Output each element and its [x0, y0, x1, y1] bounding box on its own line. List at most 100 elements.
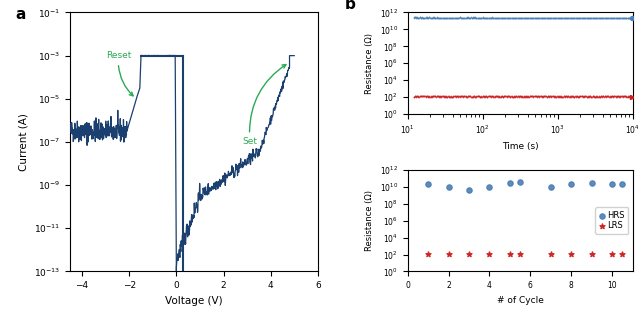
- Point: [459, 94, 469, 99]
- Point: [606, 16, 617, 21]
- Point: [457, 94, 467, 99]
- Point: [481, 15, 491, 20]
- Point: [594, 94, 604, 99]
- Point: [496, 15, 506, 20]
- Point: [493, 15, 503, 20]
- Point: [610, 94, 620, 99]
- Point: [454, 94, 465, 99]
- Point: [532, 15, 542, 20]
- Point: [502, 94, 512, 99]
- Point: [537, 15, 547, 20]
- Point: [511, 16, 521, 21]
- Point: [418, 94, 428, 99]
- Point: [512, 16, 523, 21]
- Point: [509, 15, 520, 20]
- Point: [619, 16, 629, 21]
- Point: [491, 94, 502, 99]
- Point: [522, 94, 532, 99]
- Point: [551, 16, 561, 21]
- Point: [548, 94, 558, 99]
- Point: [412, 15, 422, 20]
- Point: [449, 94, 459, 99]
- Point: [476, 15, 486, 20]
- Point: [484, 94, 494, 99]
- Point: [488, 15, 498, 20]
- Point: [578, 16, 588, 21]
- Point: [430, 15, 440, 20]
- Point: [524, 94, 534, 99]
- Point: [548, 94, 558, 99]
- Point: [572, 16, 582, 21]
- Point: [591, 16, 601, 21]
- Point: [525, 94, 535, 99]
- Point: [555, 16, 566, 21]
- Point: [580, 94, 590, 99]
- Point: [415, 15, 425, 20]
- Point: [433, 15, 443, 20]
- Point: [494, 15, 504, 20]
- Point: [553, 94, 563, 99]
- Point: [623, 94, 633, 99]
- Point: [435, 15, 445, 20]
- Point: [548, 15, 558, 20]
- Point: [436, 94, 446, 99]
- Point: [411, 15, 421, 20]
- Point: [619, 16, 629, 21]
- Point: [442, 15, 452, 20]
- Point: [548, 16, 558, 21]
- Point: [444, 94, 454, 99]
- Point: [493, 94, 504, 99]
- Point: [465, 94, 475, 99]
- Point: [623, 16, 633, 21]
- Point: [571, 94, 581, 99]
- Point: [471, 15, 481, 20]
- Point: [553, 15, 564, 20]
- Point: [587, 16, 597, 21]
- Point: [526, 94, 536, 99]
- Point: [625, 94, 635, 99]
- Point: [516, 94, 527, 99]
- Point: [619, 94, 629, 99]
- Point: [567, 94, 578, 99]
- Point: [532, 94, 543, 99]
- Point: [528, 94, 538, 99]
- Point: [461, 15, 471, 20]
- Point: [503, 94, 513, 99]
- Point: [624, 94, 635, 99]
- Point: [456, 94, 466, 99]
- Point: [531, 94, 541, 99]
- Point: [621, 16, 631, 21]
- Point: [420, 15, 430, 20]
- Point: [576, 94, 586, 99]
- Point: [530, 16, 540, 21]
- Point: [590, 16, 601, 21]
- Point: [597, 16, 608, 21]
- Point: [529, 16, 539, 21]
- Point: [419, 16, 429, 21]
- Point: [581, 16, 592, 21]
- Point: [491, 15, 502, 20]
- Point: [449, 15, 459, 20]
- Point: [611, 94, 621, 99]
- Point: [557, 94, 567, 99]
- Point: [516, 15, 526, 20]
- Point: [438, 15, 448, 20]
- Point: [441, 94, 451, 99]
- Point: [528, 15, 539, 20]
- Point: [595, 16, 605, 21]
- Point: [600, 94, 610, 99]
- Point: [485, 16, 495, 21]
- Point: [533, 15, 543, 20]
- Point: [626, 94, 636, 99]
- Point: [418, 15, 428, 20]
- Point: [612, 16, 622, 21]
- Point: [596, 16, 606, 21]
- Point: [485, 94, 495, 99]
- Point: [605, 94, 615, 99]
- Point: [612, 94, 622, 99]
- Point: [489, 15, 499, 20]
- Point: [544, 94, 555, 99]
- Point: [558, 15, 568, 20]
- Point: [460, 94, 470, 99]
- Point: [603, 94, 613, 99]
